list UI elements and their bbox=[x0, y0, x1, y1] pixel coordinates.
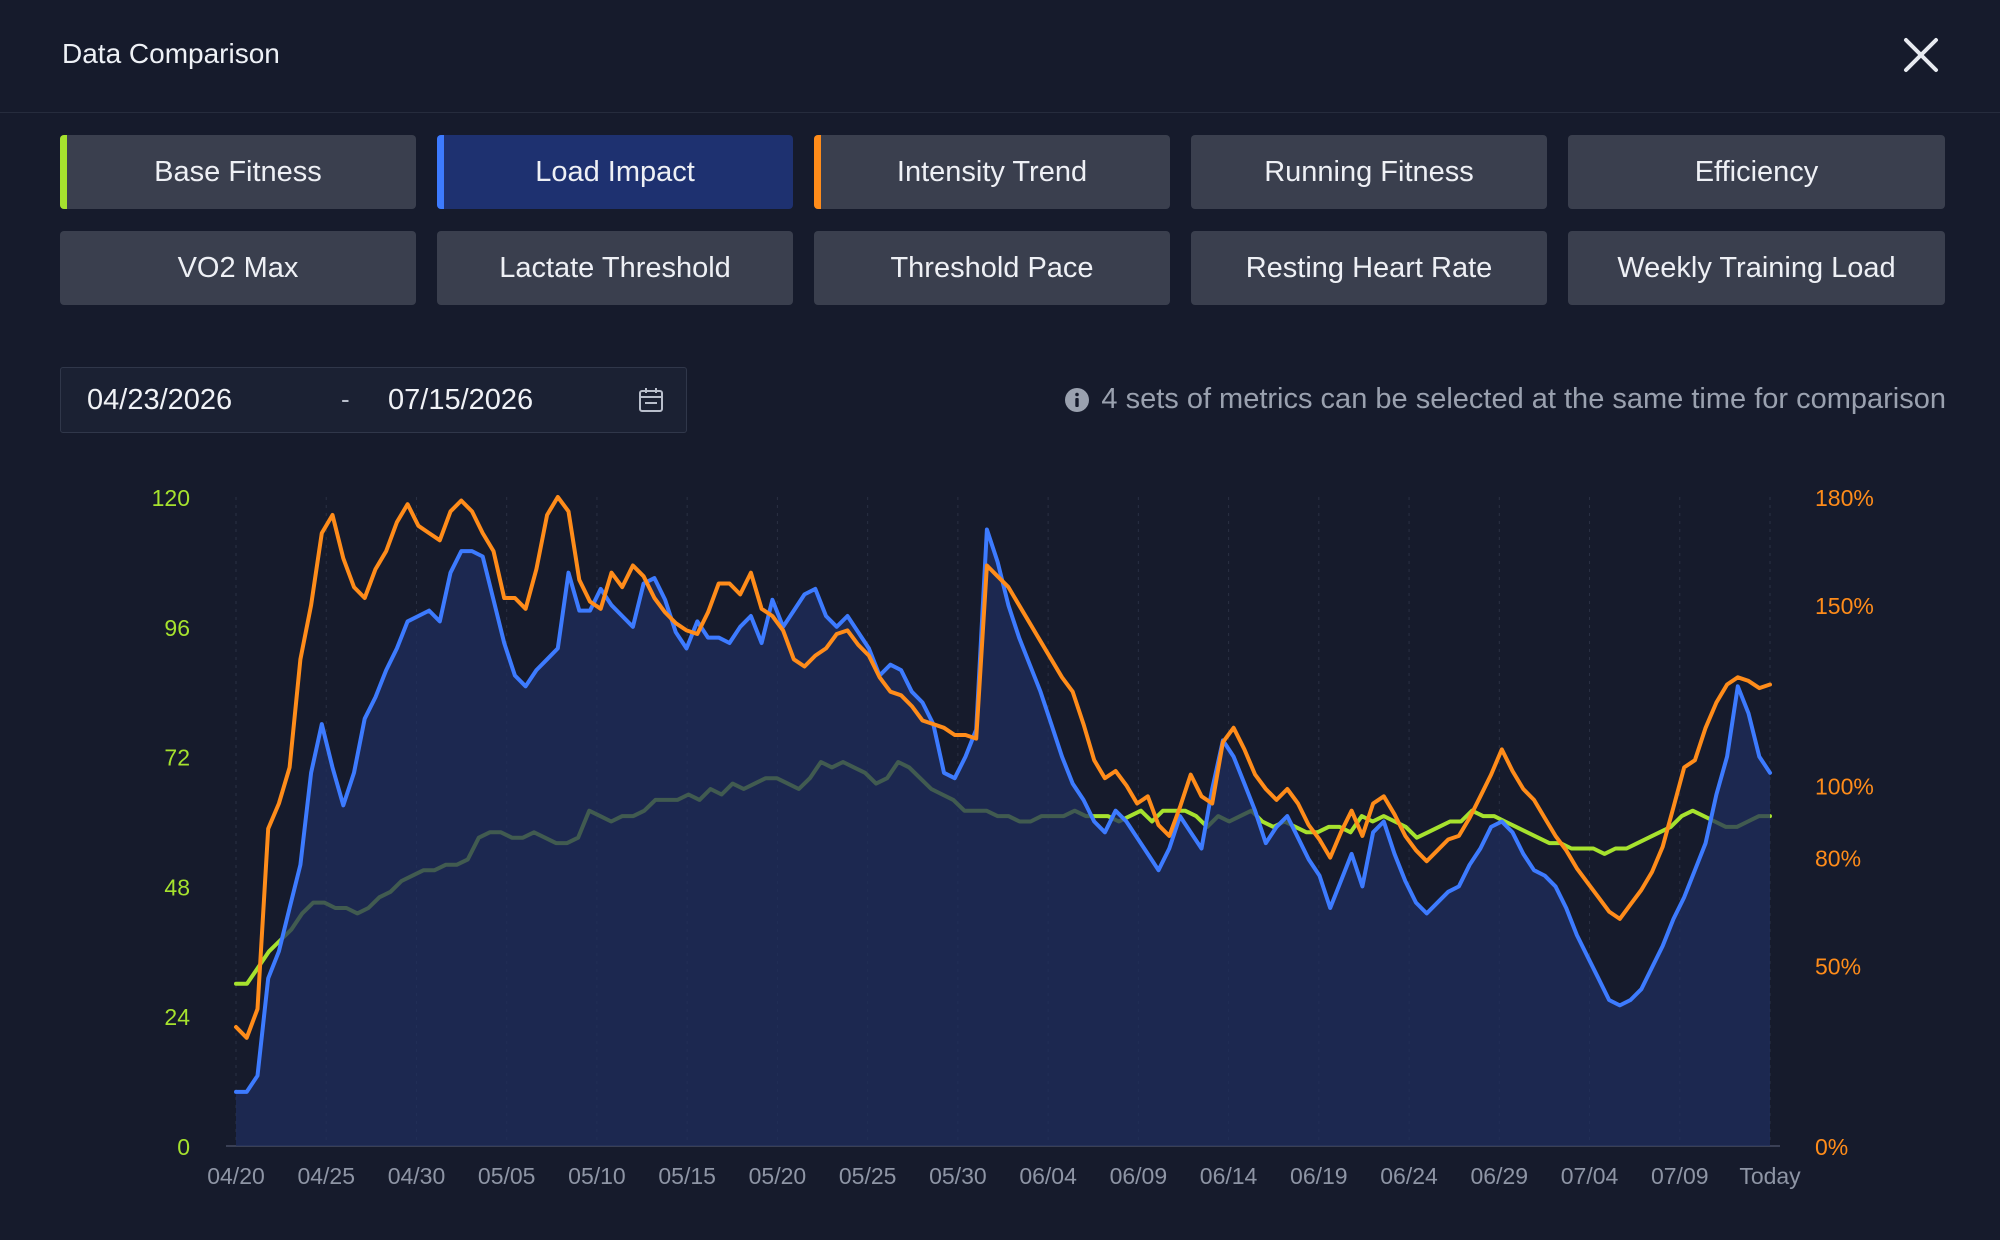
close-button[interactable] bbox=[1896, 30, 1946, 80]
y-left-tick-label: 120 bbox=[152, 485, 190, 511]
date-separator: - bbox=[341, 384, 350, 414]
metric-label: Running Fitness bbox=[1264, 155, 1474, 188]
y-left-tick-label: 72 bbox=[164, 745, 190, 771]
metric-label: Intensity Trend bbox=[896, 155, 1088, 188]
metric-button-resting-heart-rate[interactable]: Resting Heart Rate bbox=[1191, 231, 1547, 305]
calendar-icon[interactable] bbox=[637, 386, 665, 414]
metric-label: Base Fitness bbox=[154, 155, 322, 188]
metric-button-load-impact[interactable]: Load Impact bbox=[437, 135, 793, 209]
metric-accent bbox=[60, 135, 67, 209]
date-range-picker[interactable]: 04/23/2026 - 07/15/2026 bbox=[60, 367, 687, 433]
metric-label: Load Impact bbox=[535, 155, 695, 188]
dialog-header: Data Comparison bbox=[0, 0, 2000, 113]
x-tick-label: 06/29 bbox=[1471, 1163, 1529, 1189]
x-tick-label: 05/10 bbox=[568, 1163, 626, 1189]
y-left-tick-label: 24 bbox=[164, 1004, 190, 1030]
y-right-tick-label: 180% bbox=[1815, 485, 1874, 511]
dialog-title: Data Comparison bbox=[62, 38, 280, 69]
x-tick-label: 05/05 bbox=[478, 1163, 536, 1189]
y-left-tick-label: 96 bbox=[164, 615, 190, 641]
metric-button-base-fitness[interactable]: Base Fitness bbox=[60, 135, 416, 209]
metric-label: Threshold Pace bbox=[890, 251, 1094, 284]
metric-button-efficiency[interactable]: Efficiency bbox=[1568, 135, 1945, 209]
y-left-tick-label: 0 bbox=[177, 1134, 190, 1160]
x-tick-label: 06/19 bbox=[1290, 1163, 1348, 1189]
y-right-tick-label: 50% bbox=[1815, 954, 1861, 980]
metric-button-intensity-trend[interactable]: Intensity Trend bbox=[814, 135, 1170, 209]
y-right-tick-label: 150% bbox=[1815, 593, 1874, 619]
start-date[interactable]: 04/23/2026 bbox=[87, 384, 233, 416]
x-tick-label: 04/20 bbox=[207, 1163, 265, 1189]
x-tick-label: 05/30 bbox=[929, 1163, 987, 1189]
metric-accent bbox=[437, 135, 444, 209]
metric-button-running-fitness[interactable]: Running Fitness bbox=[1191, 135, 1547, 209]
metric-label: Resting Heart Rate bbox=[1245, 251, 1493, 284]
end-date[interactable]: 07/15/2026 bbox=[388, 384, 534, 416]
metric-label: Weekly Training Load bbox=[1617, 251, 1896, 284]
metric-label: VO2 Max bbox=[177, 251, 299, 284]
metric-label: Lactate Threshold bbox=[499, 251, 731, 284]
series-area-fill bbox=[236, 529, 1770, 1146]
metric-accent bbox=[814, 135, 821, 209]
y-right-tick-label: 0% bbox=[1815, 1134, 1848, 1160]
metric-button-threshold-pace[interactable]: Threshold Pace bbox=[814, 231, 1170, 305]
x-tick-label: 06/24 bbox=[1380, 1163, 1438, 1189]
x-tick-label: 06/09 bbox=[1110, 1163, 1168, 1189]
x-tick-label: 04/25 bbox=[297, 1163, 355, 1189]
info-icon bbox=[1065, 387, 1090, 412]
x-tick-label: 04/30 bbox=[388, 1163, 446, 1189]
y-right-tick-label: 80% bbox=[1815, 846, 1861, 872]
x-tick-label: 07/09 bbox=[1651, 1163, 1709, 1189]
metric-button-lactate-threshold[interactable]: Lactate Threshold bbox=[437, 231, 793, 305]
metric-button-weekly-training-load[interactable]: Weekly Training Load bbox=[1568, 231, 1945, 305]
series-line bbox=[234, 495, 1772, 1040]
metric-button-vo2-max[interactable]: VO2 Max bbox=[60, 231, 416, 305]
metric-label: Efficiency bbox=[1694, 155, 1819, 188]
x-tick-label: 05/25 bbox=[839, 1163, 897, 1189]
y-left-tick-label: 48 bbox=[164, 874, 190, 900]
x-tick-label: Today bbox=[1739, 1163, 1801, 1189]
y-right-tick-label: 100% bbox=[1815, 773, 1874, 799]
info-text: 4 sets of metrics can be selected at the… bbox=[1101, 383, 1946, 415]
x-tick-label: 05/15 bbox=[658, 1163, 716, 1189]
comparison-hint: 4 sets of metrics can be selected at the… bbox=[1064, 383, 1946, 416]
comparison-chart: 0 24 48 72 96 120 0% 50% 80% 100% 150% 180% 04/20 04/… bbox=[152, 485, 1874, 1189]
x-tick-label: 06/04 bbox=[1019, 1163, 1077, 1189]
x-tick-label: 05/20 bbox=[749, 1163, 807, 1189]
x-tick-label: 07/04 bbox=[1561, 1163, 1619, 1189]
close-icon bbox=[1904, 38, 1938, 72]
x-tick-label: 06/14 bbox=[1200, 1163, 1258, 1189]
